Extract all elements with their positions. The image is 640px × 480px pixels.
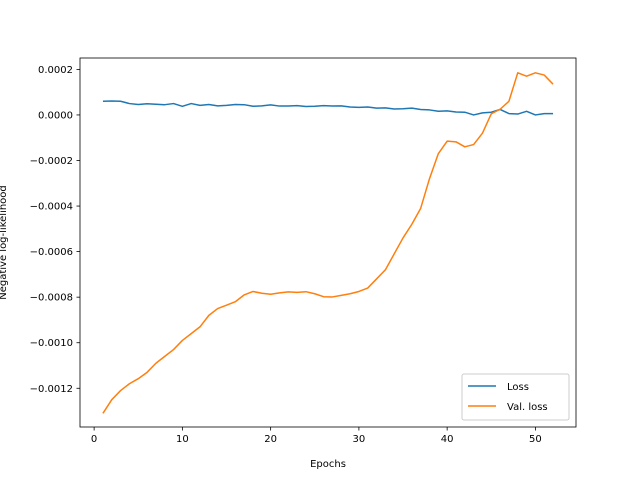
x-tick-label: 50	[529, 434, 542, 445]
y-tick-label: −0.0010	[30, 338, 73, 349]
legend-box	[461, 373, 570, 421]
x-tick-label: 10	[176, 434, 189, 445]
series-line-loss	[102, 100, 554, 116]
y-tick-label: −0.0002	[30, 156, 73, 167]
axes-frame	[79, 57, 577, 428]
legend: Loss Val. loss	[461, 373, 570, 421]
y-axis: −0.0012 −0.0010 −0.0008 −0.0006 −0.0004 −0.00…	[30, 65, 80, 395]
legend-entry-label: Val. loss	[507, 402, 548, 413]
y-tick-label: 0.0002	[38, 65, 73, 76]
series-line-val-loss	[102, 72, 554, 414]
legend-entry-label: Loss	[507, 382, 529, 393]
y-tick-label: −0.0004	[30, 202, 73, 213]
x-tick-label: 40	[441, 434, 454, 445]
x-axis: 0 10 20 30 40 50	[91, 427, 542, 445]
x-axis-label: Epochs	[310, 459, 346, 470]
x-tick-label: 30	[353, 434, 366, 445]
y-tick-label: −0.0008	[30, 293, 73, 304]
y-axis-label: Negative log-likelihood	[0, 185, 9, 300]
x-tick-label: 0	[91, 434, 97, 445]
y-tick-label: 0.0000	[38, 110, 73, 121]
y-tick-label: −0.0012	[30, 384, 73, 395]
plot-area	[102, 72, 554, 414]
x-tick-label: 20	[264, 434, 277, 445]
y-tick-label: −0.0006	[30, 247, 73, 258]
